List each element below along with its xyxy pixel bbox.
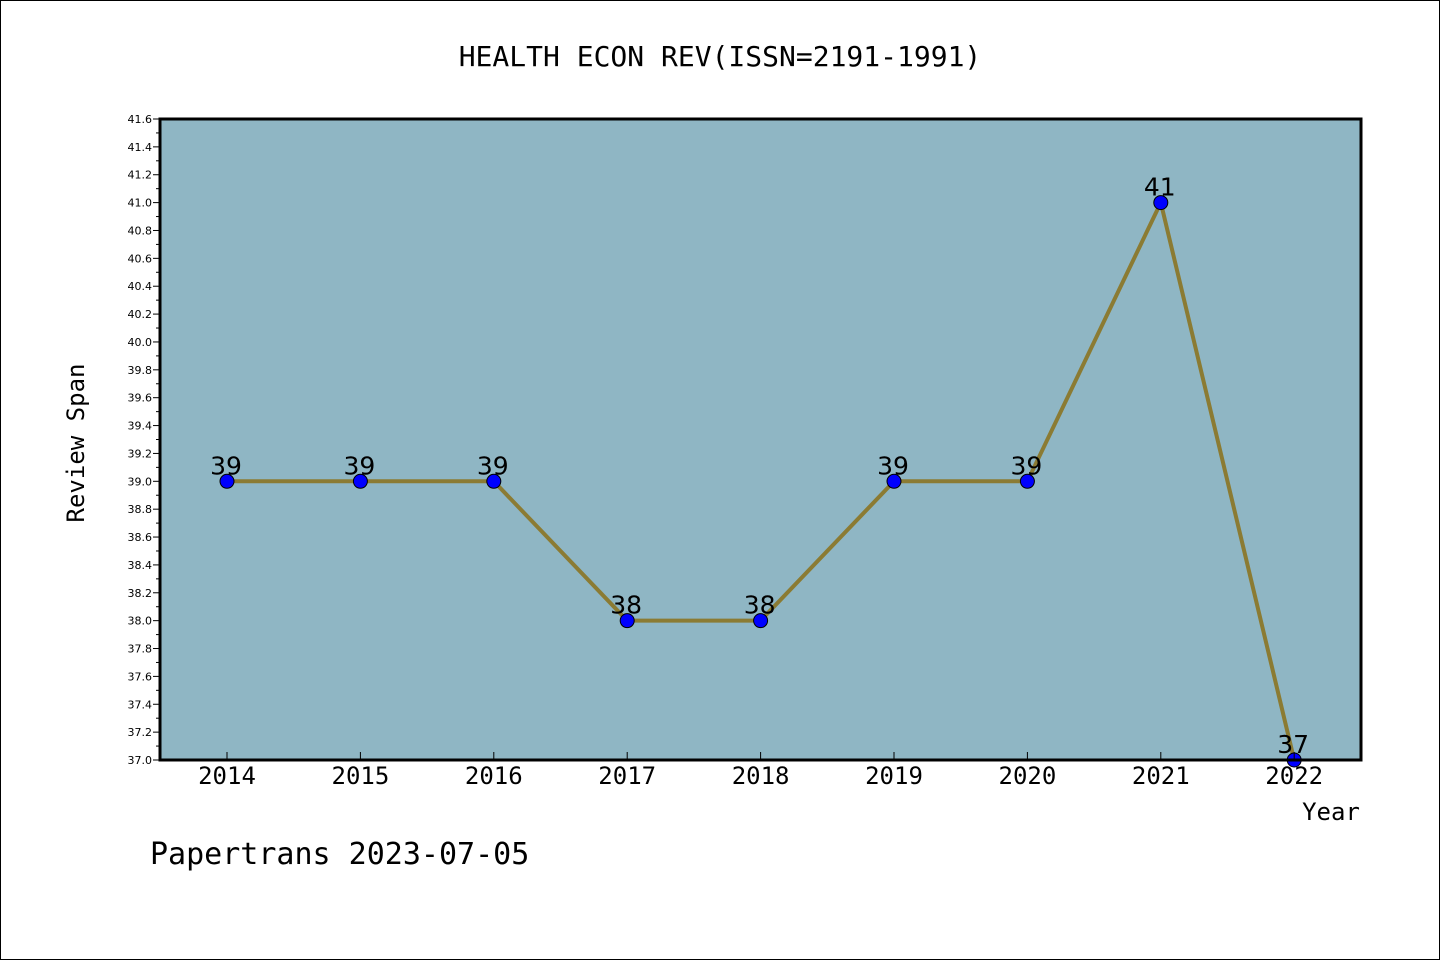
x-tick-label: 2015 <box>332 762 390 790</box>
y-tick-label: 41.6 <box>128 113 153 126</box>
chart-title: HEALTH ECON REV(ISSN=2191-1991) <box>459 40 982 73</box>
data-label: 39 <box>210 451 242 480</box>
data-label: 39 <box>1010 451 1042 480</box>
x-tick-label: 2014 <box>198 762 256 790</box>
data-point <box>352 473 368 489</box>
y-tick-label: 39.4 <box>128 420 153 433</box>
plot-area <box>160 119 1361 760</box>
y-tick-label: 38.8 <box>128 503 153 516</box>
y-tick-label: 40.4 <box>128 280 153 293</box>
data-label: 38 <box>610 591 642 620</box>
data-point <box>1153 195 1169 211</box>
y-tick-label: 38.6 <box>128 531 153 544</box>
x-tick-label: 2020 <box>999 762 1057 790</box>
y-tick-label: 41.2 <box>128 169 153 182</box>
data-label: 38 <box>744 591 776 620</box>
y-tick-label: 39.6 <box>128 392 153 405</box>
data-point <box>886 473 902 489</box>
x-tick-label: 2022 <box>1265 762 1323 790</box>
footer-text: Papertrans 2023-07-05 <box>150 837 529 872</box>
x-tick-label: 2019 <box>865 762 923 790</box>
data-point <box>486 473 502 489</box>
y-tick-label: 40.2 <box>128 308 153 321</box>
y-tick-label: 37.2 <box>128 726 153 739</box>
data-label: 41 <box>1144 173 1176 202</box>
data-point <box>1019 473 1035 489</box>
data-point <box>219 473 235 489</box>
y-tick-label: 41.0 <box>128 197 153 210</box>
y-tick-label: 40.8 <box>128 224 153 237</box>
y-axis-label: Review Span <box>62 364 90 523</box>
series: 39 39 39 38 38 39 39 41 37 <box>210 173 1309 768</box>
x-tick-label: 2017 <box>598 762 656 790</box>
y-tick-label: 39.0 <box>128 475 153 488</box>
y-tick-label: 38.2 <box>128 587 153 600</box>
x-axis-ticks: 2014 2015 2016 2017 2018 2019 2020 2021 2022 <box>198 752 1323 790</box>
y-axis-ticks: 37.0 37.2 37.4 37.6 37.8 38.0 38.2 38.4 38.6 38.8… <box>128 113 160 767</box>
data-label: 39 <box>343 451 375 480</box>
y-tick-label: 40.6 <box>128 252 153 265</box>
data-point <box>619 613 635 629</box>
data-label: 37 <box>1277 730 1309 759</box>
y-tick-label: 39.8 <box>128 364 153 377</box>
data-label: 39 <box>477 451 509 480</box>
y-tick-label: 37.6 <box>128 670 153 683</box>
data-label: 39 <box>877 451 909 480</box>
y-tick-label: 37.0 <box>128 754 153 767</box>
data-point <box>753 613 769 629</box>
y-tick-label: 37.4 <box>128 698 153 711</box>
y-tick-label: 37.8 <box>128 643 153 656</box>
x-tick-label: 2021 <box>1132 762 1190 790</box>
y-tick-label: 41.4 <box>128 141 153 154</box>
x-tick-label: 2016 <box>465 762 523 790</box>
x-tick-label: 2018 <box>732 762 790 790</box>
x-axis-label: Year <box>1302 798 1360 826</box>
y-tick-label: 40.0 <box>128 336 153 349</box>
y-tick-label: 38.4 <box>128 559 153 572</box>
y-tick-label: 39.2 <box>128 447 153 460</box>
y-tick-label: 38.0 <box>128 615 153 628</box>
